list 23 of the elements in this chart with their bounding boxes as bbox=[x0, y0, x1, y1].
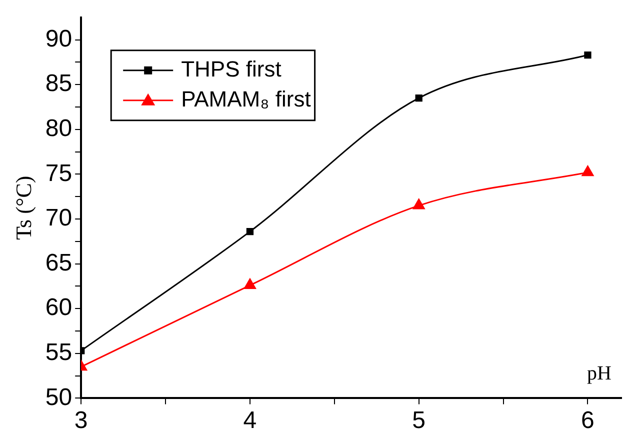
y-tick-label: 50 bbox=[45, 384, 72, 411]
point bbox=[412, 198, 425, 210]
legend-label: PAMAM₈ first bbox=[181, 86, 311, 112]
point bbox=[582, 166, 594, 176]
x-tick-label: 4 bbox=[243, 407, 257, 434]
y-tick-label: 80 bbox=[45, 115, 72, 142]
point bbox=[246, 228, 254, 236]
x-tick-label: 5 bbox=[412, 407, 426, 434]
point bbox=[415, 94, 422, 102]
y-tick-label: 75 bbox=[45, 160, 72, 187]
x-tick-label: 6 bbox=[581, 407, 594, 434]
legend-label: THPS first bbox=[181, 56, 282, 82]
y-tick-label: 65 bbox=[45, 249, 72, 276]
point bbox=[584, 51, 592, 59]
y-axis-title: Ts (°C) bbox=[10, 176, 36, 240]
y-tick-label: 85 bbox=[45, 70, 72, 98]
point bbox=[244, 278, 256, 290]
x-tick-label: 3 bbox=[74, 407, 88, 434]
y-tick-label: 70 bbox=[45, 204, 72, 232]
y-tick-label: 90 bbox=[45, 25, 72, 52]
y-tick-label: 60 bbox=[45, 294, 72, 322]
y-tick-label: 55 bbox=[45, 339, 72, 366]
x-axis-title: pH bbox=[587, 362, 612, 384]
